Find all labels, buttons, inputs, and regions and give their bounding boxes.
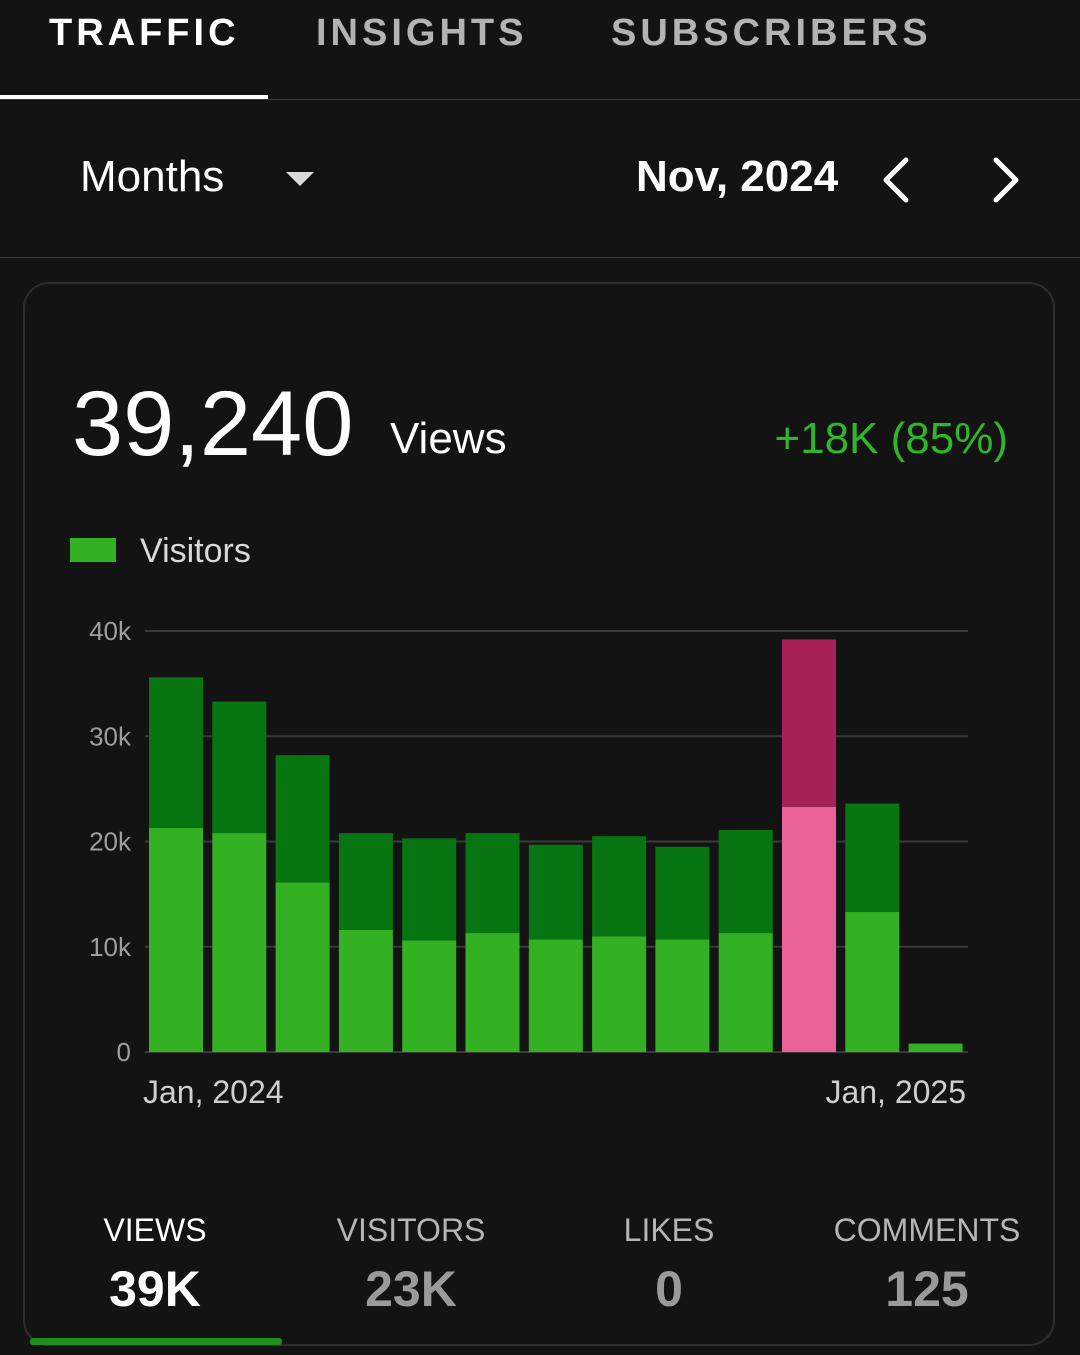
bar-visitors[interactable]: [718, 933, 773, 1052]
x-tick-label: Jan, 2024: [143, 1074, 284, 1110]
bar-visitors[interactable]: [655, 939, 710, 1052]
bar-visitors[interactable]: [908, 1043, 963, 1052]
bar-visitors[interactable]: [402, 940, 457, 1052]
stat-value-visitors[interactable]: 23K: [365, 1261, 457, 1317]
bar-visitors[interactable]: [782, 806, 836, 1052]
legend-label-visitors: Visitors: [140, 532, 251, 570]
stat-value-comments[interactable]: 125: [885, 1261, 969, 1317]
bar-views[interactable]: [845, 803, 900, 913]
bar-visitors[interactable]: [212, 833, 267, 1052]
stat-label-comments[interactable]: COMMENTS: [833, 1212, 1021, 1248]
bar-views[interactable]: [149, 677, 203, 828]
bar-visitors[interactable]: [465, 933, 520, 1052]
monthly-bar-chart: 0 10k 20k 30k 40k Jan, 2024 Jan, 2025: [89, 616, 968, 1110]
tab-subscribers[interactable]: SUBSCRIBERS: [611, 12, 932, 54]
bar-views[interactable]: [528, 844, 583, 940]
bar-views[interactable]: [212, 701, 267, 834]
chevron-left-icon: [883, 157, 909, 203]
change-indicator: +18K (85%): [774, 414, 1008, 463]
bar-views[interactable]: [465, 833, 520, 934]
stat-label-likes[interactable]: LIKES: [623, 1212, 715, 1248]
bar-views[interactable]: [782, 639, 836, 807]
period-toolbar: Months Nov, 2024: [0, 100, 1080, 258]
tab-traffic[interactable]: TRAFFIC: [49, 12, 240, 54]
y-tick-label: 20k: [89, 827, 132, 857]
active-tab-indicator: [0, 95, 268, 99]
bar-visitors[interactable]: [592, 936, 647, 1052]
stats-card: [23, 282, 1055, 1346]
bar-visitors[interactable]: [338, 929, 393, 1052]
active-stat-indicator: [30, 1338, 282, 1345]
total-views-unit: Views: [390, 414, 507, 463]
bar-visitors[interactable]: [845, 912, 900, 1052]
chevron-right-icon: [993, 157, 1019, 203]
bar-views[interactable]: [338, 833, 393, 930]
total-views-value: 39,240: [72, 373, 354, 475]
current-period-label: Nov, 2024: [636, 152, 839, 201]
bar-views[interactable]: [592, 836, 647, 937]
bar-visitors[interactable]: [275, 882, 330, 1052]
tab-insights[interactable]: INSIGHTS: [316, 12, 528, 54]
bar-visitors[interactable]: [528, 939, 583, 1052]
dropdown-caret-icon[interactable]: [286, 172, 314, 186]
stat-label-views[interactable]: VIEWS: [103, 1212, 207, 1248]
bar-visitors[interactable]: [149, 827, 203, 1052]
period-dropdown[interactable]: Months: [80, 152, 225, 201]
y-tick-label: 30k: [89, 721, 132, 751]
legend-swatch-visitors: [70, 538, 116, 562]
bar-views[interactable]: [402, 838, 457, 941]
stat-value-likes[interactable]: 0: [655, 1261, 683, 1317]
tab-bar: TRAFFIC INSIGHTS SUBSCRIBERS: [0, 0, 1080, 100]
previous-period-button[interactable]: [872, 150, 922, 210]
next-period-button[interactable]: [980, 150, 1030, 210]
stat-value-views[interactable]: 39K: [109, 1261, 201, 1317]
y-tick-label: 40k: [89, 616, 132, 646]
stat-label-visitors[interactable]: VISITORS: [336, 1212, 486, 1248]
y-tick-label: 0: [117, 1037, 131, 1067]
bar-views[interactable]: [655, 846, 710, 940]
x-tick-label: Jan, 2025: [825, 1074, 966, 1110]
bar-views[interactable]: [275, 755, 330, 883]
y-tick-label: 10k: [89, 932, 132, 962]
bar-views[interactable]: [718, 829, 773, 934]
